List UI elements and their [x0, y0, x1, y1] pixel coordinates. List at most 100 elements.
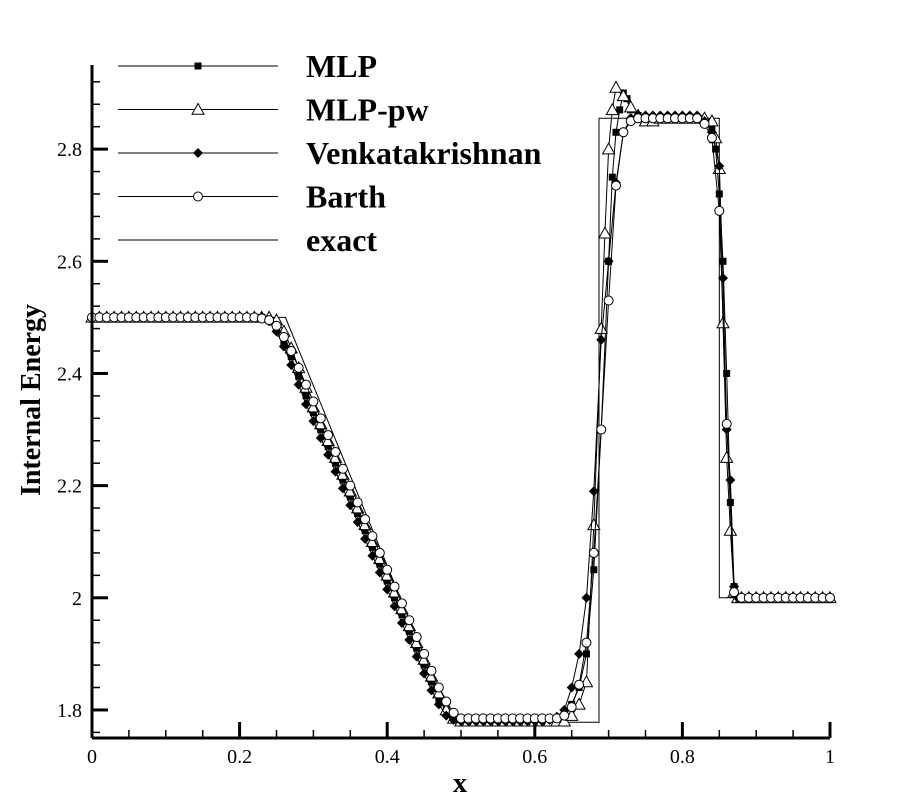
legend-label: Venkatakrishnan: [306, 135, 542, 171]
data-point-mlp: [302, 392, 310, 400]
data-point-barth: [729, 587, 740, 598]
data-point-mlp: [435, 695, 443, 703]
data-point-barth: [825, 592, 835, 603]
data-point-barth: [301, 379, 312, 390]
data-point-barth: [352, 497, 363, 508]
legend-marker: [193, 191, 203, 202]
data-point-venkatakrishnan: [574, 648, 585, 659]
series-venkatakrishnan: [87, 110, 835, 727]
data-point-barth: [330, 446, 341, 457]
data-point-barth: [426, 665, 437, 676]
data-point-venkatakrishnan: [714, 160, 725, 171]
data-point-mlp: [719, 257, 727, 265]
data-point-barth: [286, 346, 297, 357]
axes: 0 0.2 0.4 0.6 0.8 1 1.8 2 2.2 2.4 2.6 2.8: [57, 65, 835, 768]
plot-area: [85, 80, 837, 727]
data-point-mlp: [287, 353, 295, 361]
data-point-mlp-pw: [623, 100, 638, 113]
data-point-mlp: [317, 426, 325, 434]
data-point-barth: [404, 615, 415, 626]
data-point-barth: [411, 632, 422, 643]
data-point-barth: [692, 113, 703, 124]
data-point-barth: [566, 702, 577, 713]
data-point-venkatakrishnan: [596, 334, 607, 345]
data-point-barth: [264, 315, 275, 326]
x-tick-label: 0: [87, 746, 97, 768]
series-exact: [92, 117, 830, 723]
data-point-venkatakrishnan: [717, 273, 728, 284]
y-tick-label: 2.8: [57, 139, 82, 161]
legend-entry-barth: Barth: [118, 179, 386, 215]
legend: MLP MLP-pw Venkatakrishnan Barth exact: [118, 48, 542, 258]
x-tick-label: 0.2: [227, 746, 252, 768]
y-axis-title: Internal Energy: [16, 304, 47, 496]
data-point-barth: [441, 696, 452, 707]
data-point-mlp: [420, 661, 428, 669]
legend-marker: [191, 102, 205, 115]
data-point-mlp: [398, 611, 406, 619]
data-point-barth: [714, 205, 725, 216]
x-tick-label: 0.8: [670, 746, 695, 768]
x-tick-label: 0.4: [375, 746, 400, 768]
series-mlp-pw: [85, 80, 837, 727]
data-point-mlp: [590, 566, 598, 574]
data-point-mlp-pw: [719, 450, 734, 463]
legend-label: MLP-pw: [306, 92, 429, 128]
data-point-barth: [618, 127, 629, 138]
series-line-exact: [92, 117, 830, 723]
data-point-mlp: [346, 493, 354, 501]
data-point-barth: [574, 679, 585, 690]
legend-marker: [193, 148, 203, 158]
data-point-mlp: [376, 560, 384, 568]
data-point-barth: [382, 564, 393, 575]
data-point-barth: [699, 118, 710, 129]
data-point-mlp: [368, 543, 376, 551]
data-point-barth: [396, 598, 407, 609]
data-point-barth: [323, 430, 334, 441]
data-point-mlp-pw: [723, 523, 738, 536]
data-point-barth: [610, 180, 621, 191]
legend-entry-venkatakrishnan: Venkatakrishnan: [118, 135, 542, 171]
data-point-venkatakrishnan: [588, 486, 599, 497]
legend-entry-mlp-pw: MLP-pw: [118, 92, 429, 128]
x-tick-label: 1: [825, 746, 835, 768]
data-point-mlp-pw: [598, 226, 612, 239]
data-point-mlp: [612, 128, 620, 136]
data-point-mlp-pw: [605, 102, 620, 116]
data-point-mlp-pw: [594, 321, 609, 334]
data-point-barth: [345, 480, 356, 491]
data-point-mlp-pw: [601, 142, 616, 155]
data-point-mlp-pw: [616, 88, 631, 102]
legend-entry-mlp: MLP: [118, 48, 377, 84]
y-tick-label: 2: [72, 588, 82, 610]
series-barth: [87, 113, 835, 724]
data-point-barth: [581, 637, 592, 648]
data-point-mlp: [608, 173, 616, 181]
legend-entry-exact: exact: [118, 222, 377, 258]
x-axis-title: x: [453, 768, 467, 799]
data-point-mlp-pw: [586, 517, 601, 531]
data-point-mlp: [715, 190, 723, 198]
data-point-barth: [448, 707, 459, 718]
data-point-barth: [721, 418, 732, 429]
data-point-mlp: [309, 409, 317, 417]
data-point-mlp: [413, 644, 421, 652]
data-point-mlp-pw: [609, 80, 623, 93]
data-point-mlp: [339, 476, 347, 484]
data-point-venkatakrishnan: [293, 379, 304, 390]
y-tick-label: 2.6: [57, 251, 82, 273]
data-point-barth: [367, 531, 378, 542]
series-mlp: [88, 89, 834, 725]
data-point-barth: [588, 547, 599, 558]
data-point-mlp: [427, 678, 435, 686]
y-tick-label: 1.8: [57, 700, 82, 722]
data-point-mlp: [582, 650, 590, 658]
data-point-barth: [360, 514, 371, 525]
data-point-mlp: [354, 510, 362, 518]
legend-label: Barth: [306, 179, 386, 215]
x-tick-label: 0.6: [522, 746, 547, 768]
data-point-barth: [433, 682, 444, 693]
data-point-barth: [603, 295, 614, 306]
data-point-barth: [374, 547, 385, 558]
